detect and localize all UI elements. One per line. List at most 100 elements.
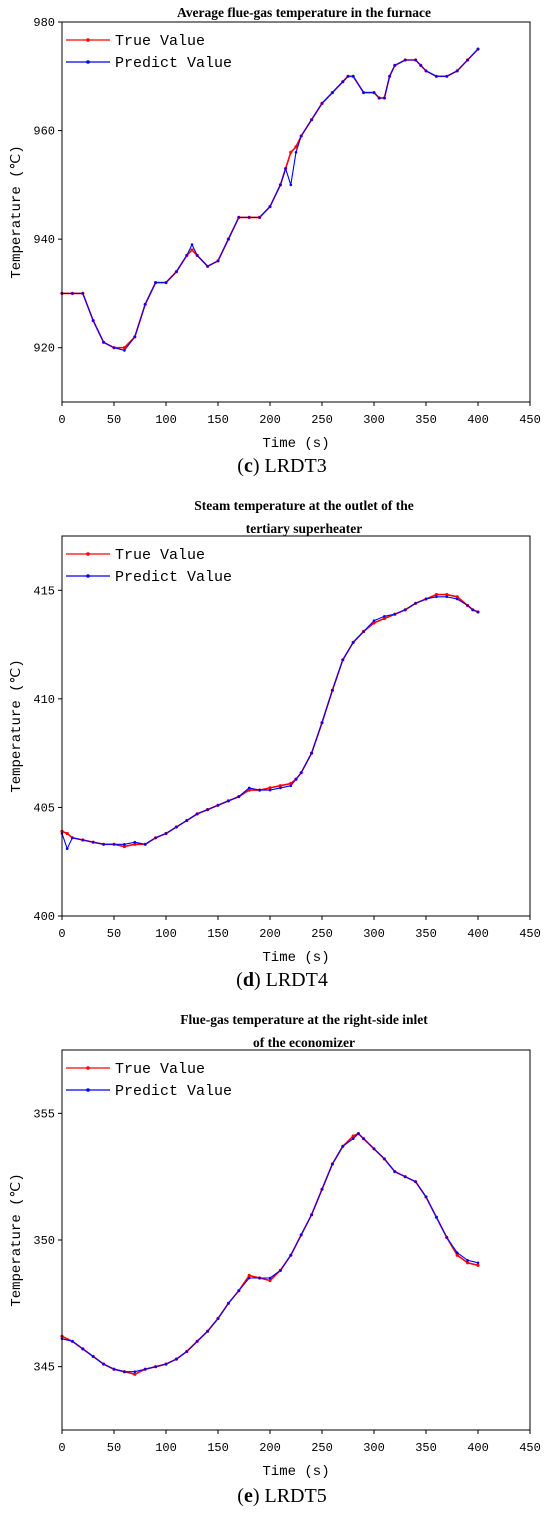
x-tick-label: 50	[107, 413, 121, 427]
data-point	[289, 1253, 293, 1257]
legend: True Value Predict Value	[66, 33, 232, 72]
data-point	[310, 1213, 313, 1216]
data-point	[331, 1162, 334, 1166]
data-point	[289, 150, 293, 154]
data-point	[341, 1145, 345, 1148]
x-tick-label: 250	[311, 927, 333, 941]
x-tick-label: 150	[207, 413, 229, 427]
data-point	[403, 608, 407, 612]
plot-frame	[61, 21, 531, 403]
x-tick-label: 100	[155, 1441, 177, 1455]
legend-marker	[86, 38, 90, 42]
series-line-true	[62, 48, 479, 349]
legend-marker	[86, 1066, 90, 1070]
x-tick-label: 350	[415, 413, 437, 427]
data-point	[258, 216, 261, 219]
data-point	[195, 812, 199, 816]
data-point	[123, 1370, 126, 1373]
x-tick-label: 350	[415, 1441, 437, 1455]
data-point	[185, 1350, 189, 1353]
chart-panel-2: Steam temperature at the outlet of the te…	[9, 498, 541, 991]
data-point	[372, 619, 376, 622]
chart-title-line: Flue-gas temperature at the right-side i…	[180, 1012, 428, 1027]
data-point	[455, 1253, 459, 1257]
data-point	[393, 612, 397, 616]
data-point	[445, 593, 449, 597]
y-tick-label: 350	[33, 1234, 55, 1248]
data-point	[289, 183, 293, 187]
data-point	[466, 58, 469, 62]
data-point	[227, 237, 230, 241]
data-point	[227, 1302, 230, 1305]
data-point	[164, 832, 168, 835]
series-group	[60, 1132, 480, 1376]
data-point	[123, 349, 126, 352]
data-point	[372, 621, 376, 625]
legend-label: True Value	[115, 33, 205, 50]
data-point	[102, 1362, 105, 1366]
data-point	[216, 259, 220, 263]
data-point	[247, 216, 251, 219]
data-point	[133, 335, 137, 339]
x-tick-label: 200	[259, 1441, 281, 1455]
legend-marker	[86, 60, 90, 64]
x-axis-label: Time (s)	[262, 950, 329, 966]
data-point	[346, 75, 350, 78]
legend: True Value Predict Value	[66, 1061, 232, 1100]
data-point	[227, 799, 230, 803]
data-point	[154, 281, 157, 284]
chart-panel-3: Flue-gas temperature at the right-side i…	[9, 1012, 541, 1507]
x-tick-label: 100	[155, 927, 177, 941]
data-point	[455, 1251, 459, 1254]
x-tick-label: 300	[363, 1441, 385, 1455]
data-point	[91, 1355, 95, 1358]
data-point	[154, 1365, 157, 1368]
data-point	[247, 786, 251, 790]
data-point	[362, 1137, 365, 1140]
x-tick-label: 250	[311, 413, 333, 427]
legend-label: Predict Value	[115, 1083, 232, 1100]
y-tick-label: 345	[33, 1361, 55, 1375]
data-point	[383, 96, 386, 100]
x-tick-label: 100	[155, 413, 177, 427]
x-tick-label: 150	[207, 1441, 229, 1455]
data-point	[279, 183, 282, 187]
data-point	[206, 808, 209, 811]
data-point	[382, 616, 386, 621]
data-point	[377, 96, 381, 100]
data-point	[372, 1147, 376, 1151]
data-point	[133, 842, 137, 846]
data-point	[351, 641, 355, 644]
data-point	[112, 1367, 116, 1371]
y-tick-label: 400	[33, 910, 55, 924]
data-point	[133, 1370, 137, 1373]
data-point	[279, 786, 282, 790]
data-point	[476, 1263, 480, 1267]
data-point	[91, 840, 95, 844]
data-point	[65, 847, 69, 850]
data-point	[164, 281, 168, 284]
y-tick-label: 980	[33, 16, 55, 30]
series-line-predict	[61, 1132, 479, 1373]
data-point	[388, 75, 391, 78]
legend-marker	[86, 574, 90, 578]
legend-marker	[86, 552, 90, 556]
chart-title-line: Average flue-gas temperature in the furn…	[177, 5, 431, 20]
data-point	[414, 58, 417, 62]
data-point	[476, 1261, 480, 1265]
data-point	[237, 216, 241, 219]
data-point	[268, 788, 272, 792]
data-point	[445, 1236, 449, 1239]
legend-label: True Value	[115, 547, 205, 564]
data-point	[258, 1276, 261, 1280]
data-point	[362, 630, 365, 633]
x-tick-label: 450	[519, 927, 541, 941]
data-point	[476, 610, 480, 614]
data-point	[299, 134, 303, 138]
data-point	[112, 346, 116, 350]
x-tick-label: 0	[58, 927, 65, 941]
data-point	[383, 615, 386, 618]
y-axis-label: Temperature (℃)	[9, 145, 25, 278]
chart-title-line: of the economizer	[253, 1035, 355, 1050]
data-point	[216, 804, 220, 807]
